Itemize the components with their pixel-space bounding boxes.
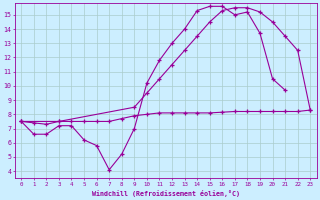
X-axis label: Windchill (Refroidissement éolien,°C): Windchill (Refroidissement éolien,°C) — [92, 190, 240, 197]
